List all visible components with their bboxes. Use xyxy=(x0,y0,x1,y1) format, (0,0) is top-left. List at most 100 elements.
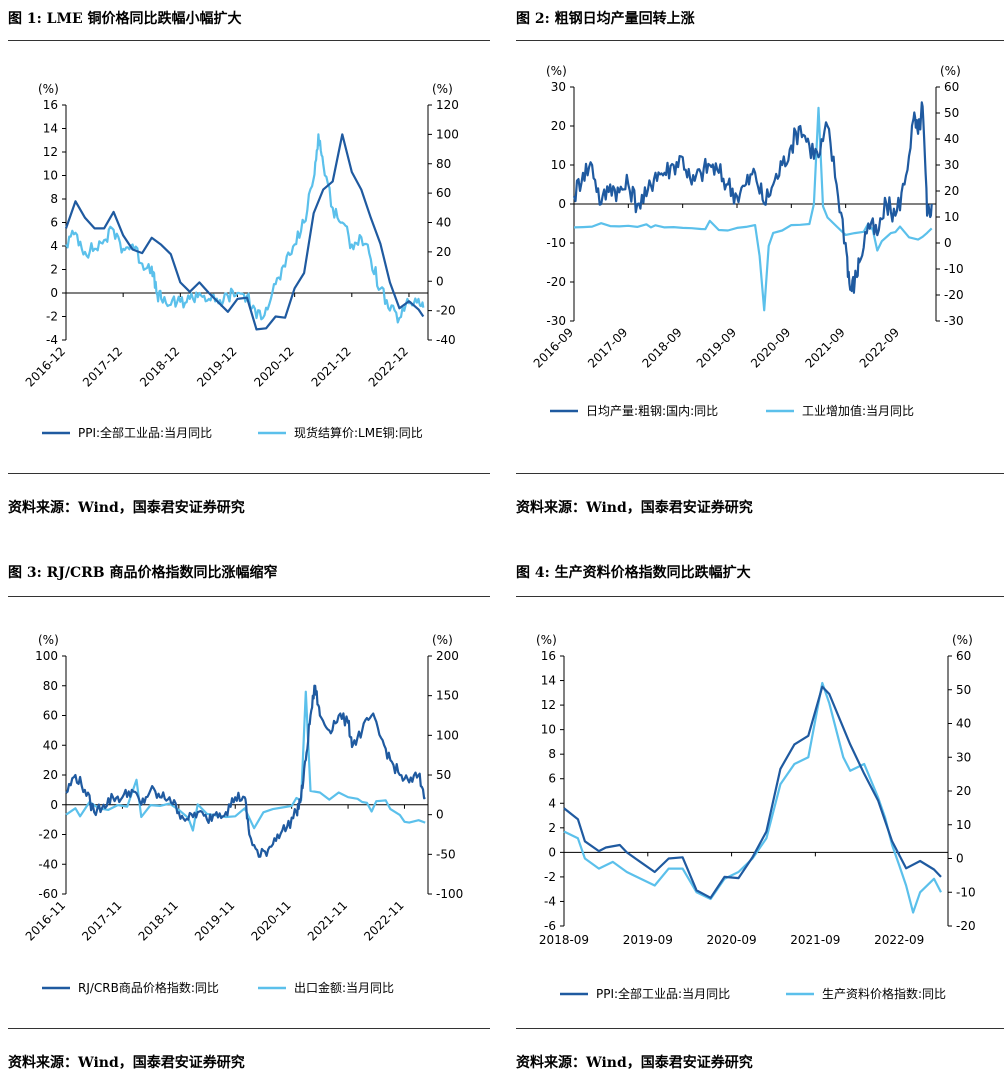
series-line-light xyxy=(573,106,933,312)
x-tick-label: 2016-11 xyxy=(23,898,68,943)
left-tick-label: 60 xyxy=(43,709,58,723)
right-tick-label: -10 xyxy=(956,885,976,899)
left-tick-label: 20 xyxy=(43,768,58,782)
right-tick-label: -10 xyxy=(944,262,964,276)
series-line-dark xyxy=(563,685,942,899)
x-tick-label: 2018-12 xyxy=(137,344,182,389)
left-tick-label: 10 xyxy=(551,158,566,172)
right-tick-label: 100 xyxy=(436,728,459,742)
left-tick-label: 0 xyxy=(50,798,58,812)
left-tick-label: 16 xyxy=(541,649,556,663)
right-tick-label: 10 xyxy=(956,818,971,832)
right-tick-label: -20 xyxy=(956,919,976,933)
right-tick-label: 20 xyxy=(944,184,959,198)
x-tick-label: 2018-11 xyxy=(136,898,181,943)
right-tick-label: 0 xyxy=(436,274,444,288)
left-tick-label: 4 xyxy=(50,239,58,253)
left-tick-label: 8 xyxy=(50,192,58,206)
legend-label: 生产资料价格指数:同比 xyxy=(822,986,946,1001)
figure-1-title: 图 1: LME 铜价格同比跌幅小幅扩大 xyxy=(8,11,242,27)
x-tick-label: 2021-12 xyxy=(309,344,354,389)
figure-2-source: 资料来源：Wind，国泰君安证券研究 xyxy=(516,500,753,516)
figure-4-chart: (%) (%)-6-4-20246810121416-20-10010203040… xyxy=(536,633,976,1001)
right-tick-label: 150 xyxy=(436,689,459,703)
x-tick-label: 2016-12 xyxy=(23,344,68,389)
left-tick-label: 12 xyxy=(541,698,556,712)
right-axis-unit: (%) xyxy=(432,633,453,647)
legend-label: 出口金额:当月同比 xyxy=(294,980,394,995)
figure-4-panel: 图 4: 生产资料价格指数同比跌幅扩大 (%) (%) -6 -4 -2 0 2 4 6 8 10 1… xyxy=(516,558,1004,1078)
left-tick-label: -20 xyxy=(546,275,566,289)
series-line-light xyxy=(563,681,942,914)
right-tick-label: -40 xyxy=(436,333,456,347)
right-tick-label: 50 xyxy=(956,683,971,697)
left-tick-label: 14 xyxy=(541,674,556,688)
right-tick-label: 60 xyxy=(944,80,959,94)
left-tick-label: -2 xyxy=(46,310,58,324)
left-tick-label: 6 xyxy=(548,772,556,786)
x-tick-label: 2019-09 xyxy=(694,325,739,370)
left-tick-label: 12 xyxy=(43,145,58,159)
right-tick-label: 20 xyxy=(436,245,451,259)
right-tick-label: 80 xyxy=(436,157,451,171)
right-tick-label: 50 xyxy=(944,106,959,120)
x-tick-label: 2020-09 xyxy=(748,325,793,370)
x-tick-label: 2019-09 xyxy=(623,933,673,947)
right-tick-label: 0 xyxy=(944,236,952,250)
series-line-light xyxy=(65,690,426,832)
figure-1-panel: 图 1: LME 铜价格同比跌幅小幅扩大 (%) (%) -4 -2 0 2 4 6 8 10 12… xyxy=(8,0,490,540)
right-tick-label: 40 xyxy=(944,132,959,146)
right-tick-label: 10 xyxy=(944,210,959,224)
left-tick-label: 40 xyxy=(43,738,58,752)
series-line-dark xyxy=(572,101,933,294)
figure-2-chart: (%) (%) -30 -20 -10 0 10 20 30 -30 -20 -10 0 10 20 30 40… xyxy=(531,64,964,418)
x-tick-label: 2020-12 xyxy=(251,344,296,389)
right-tick-label: 60 xyxy=(956,649,971,663)
right-tick-label: -100 xyxy=(436,887,463,901)
figure-1-chart: (%) (%)-4-20246810121416-40-2002040608010… xyxy=(23,82,459,440)
right-tick-label: 30 xyxy=(956,750,971,764)
legend-label: PPI:全部工业品:当月同比 xyxy=(596,986,730,1001)
x-tick-label: 2017-09 xyxy=(585,325,630,370)
left-tick-label: -40 xyxy=(38,857,58,871)
x-tick-label: 2022-09 xyxy=(874,933,924,947)
left-tick-label: 30 xyxy=(551,80,566,94)
left-tick-label: -4 xyxy=(544,894,556,908)
x-tick-label: 2018-09 xyxy=(639,325,684,370)
left-tick-label: -10 xyxy=(546,236,566,250)
figure-3-title: 图 3: RJ/CRB 商品价格指数同比涨幅缩窄 xyxy=(8,565,278,581)
legend-label: RJ/CRB商品价格指数:同比 xyxy=(78,980,219,995)
figure-4-top-rule xyxy=(516,596,1004,597)
right-tick-label: -30 xyxy=(944,314,964,328)
legend-label: 工业增加值:当月同比 xyxy=(802,403,914,418)
series-line-dark xyxy=(64,133,425,331)
x-tick-label: 2017-11 xyxy=(79,898,124,943)
left-tick-label: -30 xyxy=(546,314,566,328)
right-tick-label: 50 xyxy=(436,768,451,782)
left-tick-label: 2 xyxy=(548,821,556,835)
left-tick-label: -4 xyxy=(46,333,58,347)
right-tick-label: 40 xyxy=(956,717,971,731)
right-tick-label: 120 xyxy=(436,98,459,112)
right-tick-label: 200 xyxy=(436,649,459,663)
right-tick-label: -20 xyxy=(944,288,964,302)
x-tick-label: 2020-09 xyxy=(707,933,757,947)
left-tick-label: 8 xyxy=(548,747,556,761)
left-tick-label: 2 xyxy=(50,263,58,277)
series-line-dark xyxy=(65,684,426,858)
left-tick-label: 20 xyxy=(551,119,566,133)
x-tick-label: 2019-12 xyxy=(194,344,239,389)
figure-1-source: 资料来源：Wind，国泰君安证券研究 xyxy=(8,500,245,516)
x-tick-label: 2017-12 xyxy=(80,344,125,389)
figure-4-title: 图 4: 生产资料价格指数同比跌幅扩大 xyxy=(516,565,751,581)
figure-4-bottom-rule xyxy=(516,1028,1004,1029)
left-tick-label: 80 xyxy=(43,679,58,693)
right-tick-label: 100 xyxy=(436,127,459,141)
figure-2-title: 图 2: 粗钢日均产量回转上涨 xyxy=(516,11,695,27)
left-tick-label: -6 xyxy=(544,919,556,933)
figure-2-bottom-rule xyxy=(516,473,1004,474)
figure-1-top-rule xyxy=(8,40,490,41)
left-tick-label: -2 xyxy=(544,870,556,884)
left-tick-label: 4 xyxy=(548,796,556,810)
x-tick-label: 2021-09 xyxy=(790,933,840,947)
